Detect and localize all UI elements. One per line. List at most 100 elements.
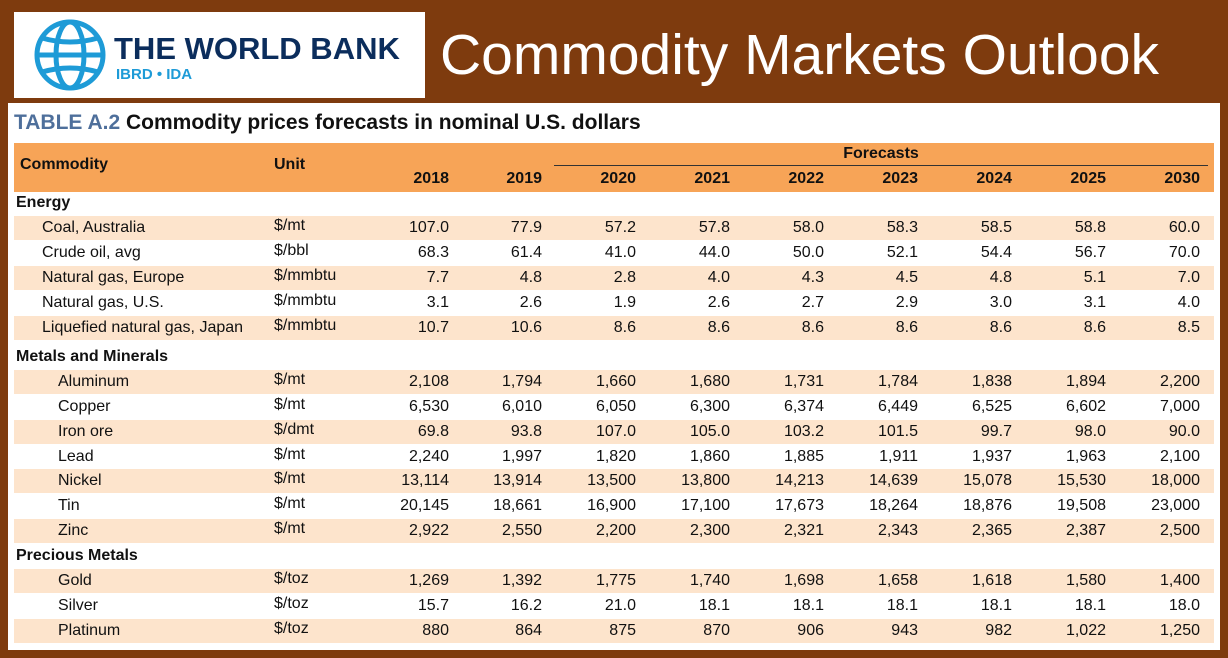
price: 1,250 <box>1159 622 1200 640</box>
price: 2.6 <box>519 293 542 311</box>
price: 58.0 <box>792 218 824 236</box>
price: 1,580 <box>1065 572 1106 590</box>
price: 18.1 <box>980 597 1012 615</box>
row-band <box>14 469 1214 494</box>
price: 1,660 <box>595 372 636 390</box>
col-year: 2024 <box>976 170 1012 187</box>
col-forecasts: Forecasts <box>843 145 919 162</box>
price: 18.0 <box>1168 597 1200 615</box>
price: 105.0 <box>689 422 730 440</box>
price: 52.1 <box>886 243 918 261</box>
price: 77.9 <box>510 218 542 236</box>
price: 41.0 <box>604 243 636 261</box>
unit: $/toz <box>274 620 309 638</box>
price: 8.6 <box>613 318 636 336</box>
header-band <box>14 143 1214 192</box>
price: 2,240 <box>408 447 449 465</box>
price: 943 <box>891 622 918 640</box>
price: 2.6 <box>707 293 730 311</box>
price: 15,530 <box>1057 472 1106 490</box>
price: 1,618 <box>971 572 1012 590</box>
price: 58.5 <box>980 218 1012 236</box>
price: 61.4 <box>510 243 542 261</box>
price: 70.0 <box>1168 243 1200 261</box>
price: 21.0 <box>604 597 636 615</box>
unit: $/mt <box>274 395 306 413</box>
price: 18.1 <box>1074 597 1106 615</box>
price: 3.0 <box>989 293 1012 311</box>
price: 2,500 <box>1159 522 1200 540</box>
price: 98.0 <box>1074 422 1106 440</box>
price: 1,740 <box>689 572 730 590</box>
price: 18,264 <box>869 497 918 515</box>
col-year: 2020 <box>600 170 636 187</box>
unit: $/mmbtu <box>274 291 337 309</box>
commodity-name: Gold <box>58 572 92 590</box>
price: 23,000 <box>1151 497 1200 515</box>
col-year: 2019 <box>506 170 542 187</box>
row-band <box>14 519 1214 544</box>
price: 19,508 <box>1057 497 1106 515</box>
row-band <box>14 265 1214 290</box>
price: 2.9 <box>895 293 918 311</box>
price: 2,200 <box>595 522 636 540</box>
col-commodity: Commodity <box>20 156 108 173</box>
table-label: TABLE A.2 <box>14 111 121 134</box>
col-year: 2022 <box>788 170 824 187</box>
price: 8.6 <box>801 318 824 336</box>
price: 875 <box>609 622 636 640</box>
unit: $/toz <box>274 595 309 613</box>
price: 7,000 <box>1159 397 1200 415</box>
unit: $/mt <box>274 216 306 234</box>
price: 14,213 <box>775 472 824 490</box>
price: 107.0 <box>595 422 636 440</box>
price: 870 <box>703 622 730 640</box>
unit: $/mt <box>274 520 306 538</box>
price: 2,387 <box>1065 522 1106 540</box>
price: 58.3 <box>886 218 918 236</box>
price: 2,922 <box>408 522 449 540</box>
unit: $/dmt <box>274 420 315 438</box>
price: 99.7 <box>980 422 1012 440</box>
globe-icon <box>34 19 106 91</box>
price: 1,937 <box>971 447 1012 465</box>
price: 6,374 <box>783 397 824 415</box>
price: 8.6 <box>895 318 918 336</box>
price: 44.0 <box>698 243 730 261</box>
price: 68.3 <box>417 243 449 261</box>
price: 6,010 <box>501 397 542 415</box>
commodity-name: Zinc <box>58 522 89 540</box>
price: 1,860 <box>689 447 730 465</box>
price: 17,100 <box>681 497 730 515</box>
row-band <box>14 369 1214 394</box>
price: 8.6 <box>707 318 730 336</box>
row-band <box>14 619 1214 644</box>
price: 1,269 <box>408 572 449 590</box>
price: 6,449 <box>877 397 918 415</box>
price: 4.3 <box>801 268 824 286</box>
row-band <box>14 419 1214 444</box>
price: 58.8 <box>1074 218 1106 236</box>
price: 16,900 <box>587 497 636 515</box>
page-title: Commodity Markets Outlook <box>440 23 1160 87</box>
price: 1,784 <box>877 372 918 390</box>
commodity-name: Lead <box>58 447 94 465</box>
price: 1,698 <box>783 572 824 590</box>
price: 13,800 <box>681 472 730 490</box>
price: 10.6 <box>510 318 542 336</box>
section-heading: Precious Metals <box>16 547 138 565</box>
price: 1.9 <box>613 293 636 311</box>
price: 1,022 <box>1065 622 1106 640</box>
price: 18,661 <box>493 497 542 515</box>
price: 1,731 <box>783 372 824 390</box>
logo-name: THE WORLD BANK <box>114 31 400 66</box>
unit: $/mmbtu <box>274 316 337 334</box>
price: 1,885 <box>783 447 824 465</box>
price: 6,530 <box>408 397 449 415</box>
col-year: 2030 <box>1164 170 1200 187</box>
price: 18,000 <box>1151 472 1200 490</box>
price: 69.8 <box>417 422 449 440</box>
price: 2,100 <box>1159 447 1200 465</box>
price: 90.0 <box>1168 422 1200 440</box>
